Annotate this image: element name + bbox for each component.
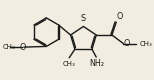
Text: NH₂: NH₂ [89,59,104,68]
Text: O: O [123,39,130,48]
Text: CH₃: CH₃ [139,41,152,47]
Text: S: S [81,14,86,23]
Text: O: O [117,12,123,21]
Text: CH₃: CH₃ [63,61,75,67]
Text: O: O [20,43,26,52]
Text: CH₃: CH₃ [2,44,15,50]
